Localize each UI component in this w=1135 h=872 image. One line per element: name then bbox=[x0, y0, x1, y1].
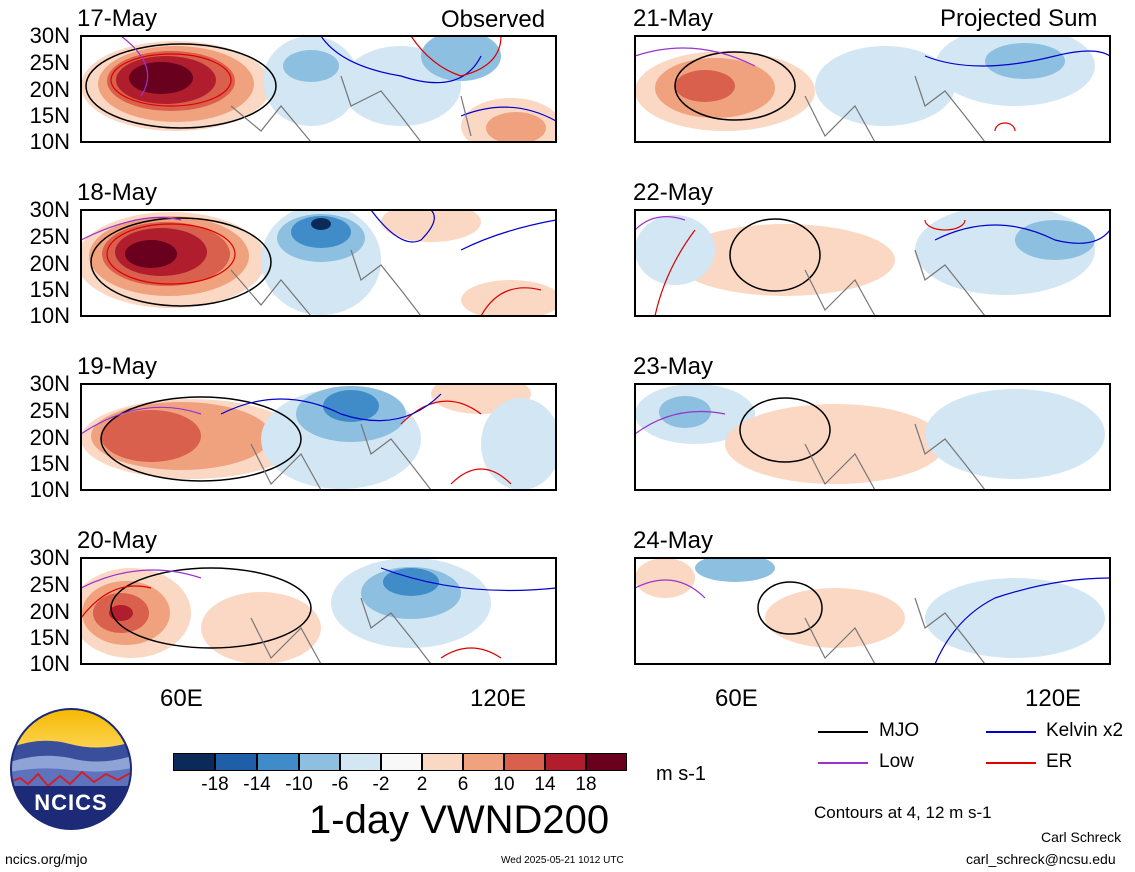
colorbar-tick-label: 10 bbox=[493, 774, 515, 795]
colorbar-tick-label: -2 bbox=[372, 774, 390, 795]
colorbar-swatch bbox=[299, 753, 340, 771]
colorbar-tick-label: 2 bbox=[416, 774, 428, 795]
map-panel-projected-1 bbox=[635, 36, 1110, 142]
colorbar-swatch bbox=[257, 753, 299, 771]
lat-label: 30N bbox=[29, 197, 70, 222]
colorbar-tick-label: 18 bbox=[575, 774, 597, 795]
lat-label: 25N bbox=[29, 398, 70, 423]
colorbar-tick-label: -10 bbox=[285, 774, 313, 795]
vwnd-field-map bbox=[81, 558, 556, 664]
date-label-left-1: 17-May bbox=[77, 5, 158, 32]
map-panel-projected-3 bbox=[635, 384, 1110, 490]
observed-title: Observed bbox=[441, 6, 546, 33]
lat-label: 25N bbox=[29, 572, 70, 597]
vwnd-field-map bbox=[81, 210, 556, 316]
lat-label: 20N bbox=[29, 425, 70, 450]
lat-label: 10N bbox=[29, 129, 70, 154]
colorbar-swatch bbox=[504, 753, 545, 771]
map-panel-projected-2 bbox=[635, 210, 1110, 316]
legend-kelvin-label: Kelvin x2 bbox=[1046, 720, 1124, 741]
colorbar-tick-label: 14 bbox=[534, 774, 556, 795]
vwnd-field-map bbox=[81, 384, 556, 490]
map-panel-observed-1 bbox=[81, 36, 556, 142]
legend-er-label: ER bbox=[1046, 751, 1073, 772]
date-label-left-2: 18-May bbox=[77, 179, 158, 206]
colorbar-swatch bbox=[545, 753, 586, 771]
main-title: 1-day VWND200 bbox=[309, 798, 610, 842]
legend-low-line bbox=[818, 762, 868, 764]
legend-er-line bbox=[986, 762, 1036, 764]
lat-label: 20N bbox=[29, 599, 70, 624]
lat-label: 25N bbox=[29, 224, 70, 249]
colorbar-tick-label: -6 bbox=[331, 774, 349, 795]
colorbar-tick-label: -18 bbox=[201, 774, 229, 795]
lon-label-left-120e: 120E bbox=[470, 685, 527, 712]
lat-label: 15N bbox=[29, 451, 70, 476]
date-label-right-2: 22-May bbox=[633, 179, 714, 206]
lat-label: 15N bbox=[29, 277, 70, 302]
lat-label: 25N bbox=[29, 50, 70, 75]
map-panel-projected-4 bbox=[635, 558, 1110, 664]
date-label-left-4: 20-May bbox=[77, 527, 158, 554]
legend-kelvin-line bbox=[986, 731, 1036, 733]
lon-label-right-120e: 120E bbox=[1025, 685, 1082, 712]
lon-label-right-60e: 60E bbox=[715, 685, 758, 712]
footer-url: ncics.org/mjo bbox=[5, 851, 88, 867]
legend-mjo-line bbox=[818, 731, 868, 733]
colorbar-swatch bbox=[381, 753, 422, 771]
projected-title: Projected Sum bbox=[940, 5, 1098, 32]
vwnd-field-map bbox=[635, 384, 1105, 490]
lat-label: 10N bbox=[29, 477, 70, 502]
lat-label: 30N bbox=[29, 545, 70, 570]
lat-label: 20N bbox=[29, 77, 70, 102]
lat-label: 15N bbox=[29, 625, 70, 650]
legend-low-label: Low bbox=[879, 751, 914, 772]
colorbar-swatch bbox=[173, 753, 215, 771]
footer-email: carl_schreck@ncsu.edu bbox=[966, 851, 1116, 867]
contours-note: Contours at 4, 12 m s-1 bbox=[814, 803, 992, 822]
lat-label: 10N bbox=[29, 651, 70, 676]
lat-label: 30N bbox=[29, 23, 70, 48]
date-label-right-4: 24-May bbox=[633, 527, 714, 554]
footer-timestamp: Wed 2025-05-21 1012 UTC bbox=[501, 855, 624, 866]
legend-mjo-label: MJO bbox=[879, 720, 920, 741]
map-panel-observed-2 bbox=[81, 210, 556, 316]
vwnd-field-map bbox=[81, 36, 556, 142]
colorbar-tick-label: 6 bbox=[457, 774, 469, 795]
date-label-right-3: 23-May bbox=[633, 353, 714, 380]
map-panel-observed-4 bbox=[81, 558, 556, 664]
colorbar-swatch bbox=[340, 753, 381, 771]
vwnd-field-map bbox=[635, 36, 1110, 142]
date-label-left-3: 19-May bbox=[77, 353, 158, 380]
date-label-right-1: 21-May bbox=[633, 5, 714, 32]
colorbar-swatch bbox=[215, 753, 257, 771]
colorbar-tick-label: -14 bbox=[243, 774, 271, 795]
lat-label: 15N bbox=[29, 103, 70, 128]
map-panel-observed-3 bbox=[81, 384, 556, 490]
footer-author: Carl Schreck bbox=[1041, 829, 1122, 845]
colorbar-swatch bbox=[463, 753, 504, 771]
colorbar-swatch bbox=[422, 753, 463, 771]
lat-label: 20N bbox=[29, 251, 70, 276]
lon-label-left-60e: 60E bbox=[160, 685, 203, 712]
colorbar-units: m s-1 bbox=[656, 763, 706, 785]
lat-label: 10N bbox=[29, 303, 70, 328]
colorbar-swatch bbox=[586, 753, 627, 771]
vwnd-field-map bbox=[635, 558, 1110, 664]
ncics-logo: NCICS bbox=[10, 708, 132, 830]
logo-text: NCICS bbox=[34, 790, 108, 815]
vwnd-field-map bbox=[635, 210, 1110, 316]
lat-label: 30N bbox=[29, 371, 70, 396]
